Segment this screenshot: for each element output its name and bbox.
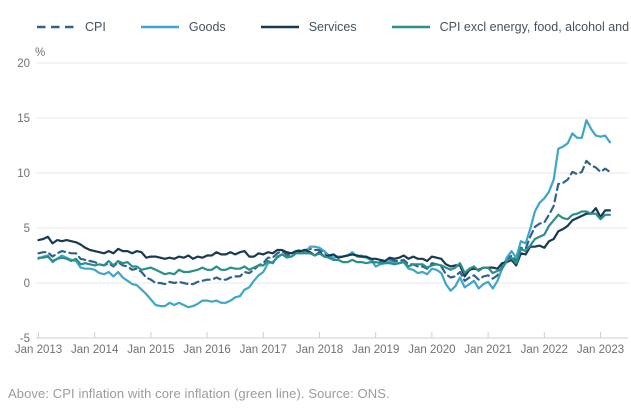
chart-caption: Above: CPI inflation with core inflation…: [8, 386, 390, 401]
legend-label-cpi-excl-energy-food-alcohol-and-tobacco: CPI excl energy, food, alcohol and tobac…: [439, 20, 631, 34]
y-axis-unit-label: %: [35, 47, 45, 59]
goods-line: [37, 119, 611, 309]
y-axis-label-15: 15: [17, 113, 30, 125]
y-axis-label-20: 20: [17, 58, 30, 70]
legend-label-services: Services: [308, 20, 357, 34]
x-axis-label-jan-2019: Jan 2019: [352, 344, 399, 356]
x-axis-label-jan-2018: Jan 2018: [296, 344, 343, 356]
cpi-line: [37, 159, 611, 286]
x-axis-label-jan-2020: Jan 2020: [408, 344, 455, 356]
y-axis-label-5: 5: [24, 223, 30, 235]
chart-legend: CPI Goods Services CPI excl energy, food, a…: [36, 20, 631, 34]
legend-label-goods: Goods: [188, 20, 226, 34]
x-axis-label-jan-2015: Jan 2015: [127, 344, 174, 356]
legend-line-sample-services: [260, 25, 299, 29]
x-axis-label-jan-2021: Jan 2021: [464, 344, 511, 356]
legend-item-cpi-excl-energy-food-alcohol-and-tobacco: CPI excl energy, food, alcohol and tobac…: [391, 20, 631, 34]
y-axis-label--5: -5: [20, 333, 30, 345]
legend-item-services: Services: [260, 20, 357, 34]
legend-line-sample-goods: [140, 25, 179, 29]
legend-label-cpi: CPI: [85, 20, 106, 34]
cpi-excl-energy-food-alcohol-and-tobacco-line: [37, 210, 611, 276]
x-axis-label-jan-2023: Jan 2023: [577, 344, 624, 356]
legend-item-cpi: CPI: [36, 20, 106, 34]
legend-line-sample-cpi: [37, 25, 75, 29]
y-axis-label-0: 0: [24, 278, 30, 290]
legend-line-sample-cpi-excl-energy-food-alcohol-and-tobacco: [391, 25, 430, 29]
legend-item-goods: Goods: [140, 20, 226, 34]
plot-area: 20 15 10 5 0 -5% Jan 2013 Jan 2014 Jan 2015 Jan 2…: [0, 40, 631, 360]
x-axis-label-jan-2022: Jan 2022: [521, 344, 568, 356]
x-axis-label-jan-2016: Jan 2016: [183, 344, 230, 356]
chart-canvas: 20 15 10 5 0 -5% Jan 2013 Jan 2014 Jan 2015 Jan 2…: [15, 47, 628, 356]
x-axis-label-jan-2017: Jan 2017: [240, 344, 287, 356]
x-axis-label-jan-2014: Jan 2014: [71, 344, 119, 356]
y-axis-label-10: 10: [17, 168, 30, 180]
x-axis-label-jan-2013: Jan 2013: [15, 344, 62, 356]
